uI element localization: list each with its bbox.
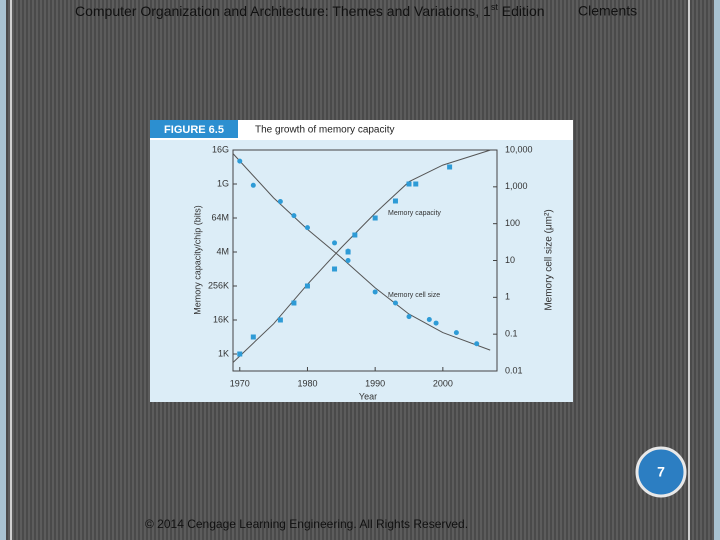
y2-tick-label: 0.01 [505, 365, 523, 375]
data-point [392, 300, 398, 306]
data-point [237, 158, 243, 164]
footer: © 2014 Cengage Learning Engineering. All… [145, 517, 468, 531]
data-point [352, 232, 358, 238]
right-line [688, 0, 690, 540]
data-point [291, 213, 297, 219]
data-point [332, 266, 338, 272]
data-point [447, 164, 453, 170]
y2-tick-label: 10 [505, 255, 515, 265]
y2-tick-label: 10,000 [505, 144, 533, 154]
data-point [372, 289, 378, 295]
chart-title: The growth of memory capacity [255, 125, 395, 136]
y-tick-label: 16G [212, 144, 229, 154]
right-bar [714, 0, 720, 540]
figure-label: FIGURE 6.5 [164, 124, 224, 136]
y2-tick-label: 1 [505, 292, 510, 302]
x-tick-label: 1980 [297, 378, 317, 388]
page-number: 7 [657, 464, 665, 480]
annotation: Memory cell size [388, 292, 440, 299]
figure-background [150, 120, 573, 402]
y-tick-label: 1G [217, 178, 229, 188]
x-tick-label: 2000 [433, 378, 453, 388]
data-point [250, 334, 256, 340]
y-tick-label: 256K [208, 280, 229, 290]
data-point [291, 300, 297, 306]
y2-tick-label: 100 [505, 218, 520, 228]
trend-line [232, 149, 491, 363]
data-point [304, 225, 310, 231]
annotation: Memory capacity [388, 210, 441, 217]
y-tick-label: 4M [216, 246, 229, 256]
figure: FIGURE 6.5 The growth of memory capacity… [150, 120, 573, 402]
y-tick-label: 16K [213, 314, 229, 324]
data-point [345, 248, 351, 254]
data-point [237, 351, 243, 357]
data-point [332, 240, 338, 246]
y2-axis-label: Memory cell size (μm²) [544, 209, 555, 310]
figure-header [150, 120, 573, 140]
data-point [304, 283, 310, 289]
x-axis-label: Year [359, 391, 377, 401]
data-point [474, 341, 480, 347]
left-bar [0, 0, 6, 540]
x-tick-label: 1970 [230, 378, 250, 388]
left-line [10, 0, 12, 540]
data-point [277, 317, 283, 323]
data-point [277, 198, 283, 204]
x-tick-label: 1990 [365, 378, 385, 388]
data-point [345, 258, 351, 263]
data-point [453, 330, 459, 336]
y-tick-label: 1K [218, 348, 229, 358]
figure-label-box [150, 120, 238, 138]
data-point [413, 181, 419, 187]
data-point [392, 198, 398, 204]
y-tick-label: 64M [211, 212, 229, 222]
data-point [406, 314, 412, 320]
y2-tick-label: 0.1 [505, 329, 518, 339]
header-author: Clements [578, 3, 637, 19]
data-point [433, 320, 439, 326]
header-title: Computer Organization and Architecture: … [75, 2, 545, 18]
y2-tick-label: 1,000 [505, 181, 528, 191]
data-point [372, 215, 378, 221]
data-point [426, 317, 432, 323]
data-point [406, 181, 412, 187]
data-point [250, 182, 256, 188]
page-badge [635, 446, 687, 498]
y-axis-label: Memory capacity/chip (bits) [192, 205, 202, 315]
